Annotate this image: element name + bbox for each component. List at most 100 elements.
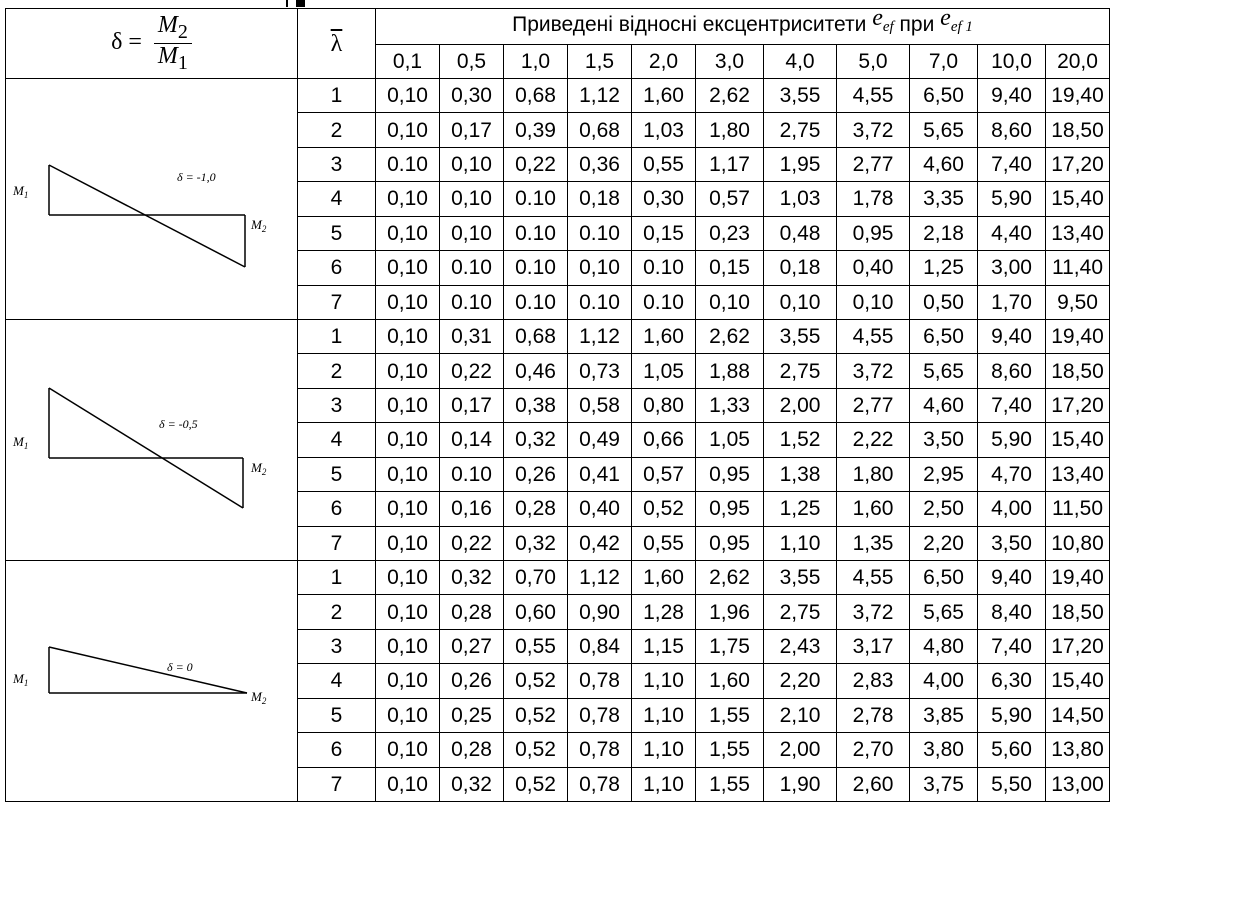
column-header: 1,5 [567, 44, 632, 79]
value-cell: 0,10 [439, 215, 504, 252]
value-cell: 0,30 [631, 181, 696, 217]
value-cell: 0,10 [375, 250, 440, 286]
value-cell: 18,50 [1045, 594, 1110, 630]
value-cell: 0,68 [503, 77, 568, 114]
value-cell: 2,18 [909, 215, 978, 252]
diagram-line [48, 387, 243, 509]
value-cell: 2,83 [836, 663, 910, 699]
value-cell: 1,60 [631, 559, 696, 596]
column-header: 20,0 [1045, 44, 1110, 79]
value-cell: 0,26 [503, 456, 568, 493]
value-cell: 4,00 [977, 491, 1046, 527]
value-cell: 0,27 [439, 628, 504, 665]
lambda-cell: 5 [297, 456, 376, 493]
value-cell: 19,40 [1045, 559, 1110, 596]
value-cell: 3,80 [909, 732, 978, 768]
value-cell: 0,10 [375, 628, 440, 665]
value-cell: 3,17 [836, 628, 910, 665]
value-cell: 1,17 [695, 146, 764, 183]
value-cell: 1,10 [631, 663, 696, 699]
value-cell: 4,00 [909, 663, 978, 699]
value-cell: 4,60 [909, 387, 978, 424]
value-cell: 5,90 [977, 422, 1046, 458]
lambda-cell: 1 [297, 559, 376, 596]
value-cell: 0,48 [763, 215, 837, 252]
value-cell: 0,30 [439, 77, 504, 114]
value-cell: 0.10 [439, 250, 504, 286]
lambda-cell: 6 [297, 491, 376, 527]
value-cell: 13,80 [1045, 732, 1110, 768]
value-cell: 13,40 [1045, 215, 1110, 252]
value-cell: 0,10 [375, 77, 440, 114]
column-header: 5,0 [836, 44, 910, 79]
value-cell: 0,32 [503, 525, 568, 562]
value-cell: 4,55 [836, 318, 910, 355]
value-cell: 0,95 [836, 215, 910, 252]
lambda-cell: 4 [297, 181, 376, 217]
value-cell: 1,90 [763, 766, 837, 803]
value-cell: 0,10 [439, 181, 504, 217]
value-cell: 0,55 [631, 146, 696, 183]
value-cell: 5,90 [977, 181, 1046, 217]
value-cell: 3,55 [763, 318, 837, 355]
moment-diagram: δ = -0,5 M1 M2 [12, 387, 266, 509]
value-cell: 0,10 [375, 353, 440, 389]
value-cell: 6,50 [909, 318, 978, 355]
column-header: 4,0 [763, 44, 837, 79]
value-cell: 8,60 [977, 353, 1046, 389]
moment-diagram: δ = 0 M1 M2 [12, 646, 266, 706]
value-cell: 8,40 [977, 594, 1046, 630]
diagram-m1-label: M1 [12, 671, 28, 688]
value-cell: 1,10 [631, 697, 696, 734]
value-cell: 0,22 [503, 146, 568, 183]
value-cell: 1,03 [763, 181, 837, 217]
value-cell: 0,55 [631, 525, 696, 562]
value-cell: 2,60 [836, 766, 910, 803]
value-cell: 2,22 [836, 422, 910, 458]
cropped-caption-fragment [0, 0, 1253, 9]
value-cell: 0,80 [631, 387, 696, 424]
table-row: 2 0,10 0,22 0,46 0,73 1,05 1,88 2,75 3,72 5,65 8,6… [6, 353, 1110, 389]
value-cell: 0,41 [567, 456, 632, 493]
value-cell: 0,15 [631, 215, 696, 252]
value-cell: 5,50 [977, 766, 1046, 803]
value-cell: 1,55 [695, 766, 764, 803]
value-cell: 4,70 [977, 456, 1046, 493]
value-cell: 2,62 [695, 318, 764, 355]
value-cell: 14,50 [1045, 697, 1110, 734]
value-cell: 9,50 [1045, 284, 1110, 321]
value-cell: 0,32 [503, 422, 568, 458]
value-cell: 0,39 [503, 112, 568, 148]
value-cell: 2,75 [763, 112, 837, 148]
value-cell: 4,55 [836, 77, 910, 114]
value-cell: 0,32 [439, 559, 504, 596]
value-cell: 18,50 [1045, 353, 1110, 389]
value-cell: 0,10 [375, 284, 440, 321]
value-cell: 3,72 [836, 112, 910, 148]
table-row: 3 0,10 0,17 0,38 0,58 0,80 1,33 2,00 2,77 4,60 7,4… [6, 387, 1110, 424]
value-cell: 1,95 [763, 146, 837, 183]
value-cell: 15,40 [1045, 663, 1110, 699]
value-cell: 5,65 [909, 112, 978, 148]
value-cell: 0,55 [503, 628, 568, 665]
lambda-cell: 2 [297, 112, 376, 148]
lambda-cell: 3 [297, 146, 376, 183]
value-cell: 1,75 [695, 628, 764, 665]
value-cell: 1,10 [631, 766, 696, 803]
title-e-ef1: eef 1 [940, 5, 973, 35]
value-cell: 0,17 [439, 112, 504, 148]
lambda-header-cell: λ [297, 8, 376, 79]
value-cell: 0,52 [503, 697, 568, 734]
value-cell: 0,95 [695, 456, 764, 493]
value-cell: 0.10 [567, 284, 632, 321]
value-cell: 0,10 [375, 766, 440, 803]
value-cell: 0,18 [567, 181, 632, 217]
value-cell: 4,60 [909, 146, 978, 183]
value-cell: 0,42 [567, 525, 632, 562]
value-cell: 19,40 [1045, 77, 1110, 114]
value-cell: 5,65 [909, 353, 978, 389]
value-cell: 0,90 [567, 594, 632, 630]
value-cell: 0,10 [375, 491, 440, 527]
value-cell: 18,50 [1045, 112, 1110, 148]
value-cell: 4,55 [836, 559, 910, 596]
